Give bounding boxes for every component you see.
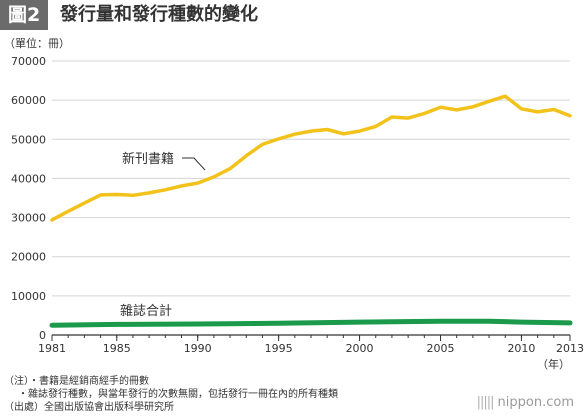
x-tick-label: 1990 <box>184 342 212 355</box>
series-label-magazines: 雜誌合計 <box>120 303 172 319</box>
x-tick: 2000 <box>346 342 374 355</box>
figure-header: 圖2 發行量和發行種數的變化 <box>0 0 584 30</box>
y-tick-label: 30000 <box>11 212 46 225</box>
x-tick: 1995 <box>265 342 293 355</box>
y-tick: 60000 <box>11 94 46 107</box>
series-line-1 <box>49 318 573 328</box>
y-tick-label: 0 <box>39 329 46 342</box>
x-tick: 2013 <box>556 342 584 355</box>
grid-lines <box>52 60 570 297</box>
x-tick-label: 1995 <box>265 342 293 355</box>
line-chart: 0 10000 20000 30000 40000 50000 60000 70000 198… <box>11 55 584 371</box>
y-tick-label: 50000 <box>11 133 46 146</box>
note-line: （注）・書籍是經銷商經手的冊數 <box>4 376 149 387</box>
x-tick: 2005 <box>427 342 455 355</box>
y-tick-label: 60000 <box>11 94 46 107</box>
y-axis: 0 10000 20000 30000 40000 50000 60000 70000 <box>11 55 46 342</box>
figure-title: 發行量和發行種數的變化 <box>60 4 258 25</box>
y-tick-label: 20000 <box>11 251 46 264</box>
source-line: （出處）全國出版協會出版科學研究所 <box>4 402 174 413</box>
x-tick-label: 1981 <box>38 342 66 355</box>
x-tick-label: 1985 <box>103 342 131 355</box>
x-tick: 1981 <box>38 342 66 355</box>
y-tick: 40000 <box>11 172 46 185</box>
y-tick: 20000 <box>11 251 46 264</box>
nippon-logo-icon: ||||| <box>476 395 495 410</box>
note-line: ・雜誌發行種數，與當年發行的次數無關，包括發行一冊在內的所有種類 <box>18 389 338 400</box>
series-label-books: 新刊書籍 <box>122 151 174 167</box>
x-tick-label: 2013 <box>556 342 584 355</box>
y-tick: 30000 <box>11 212 46 225</box>
y-tick: 70000 <box>11 55 46 68</box>
y-tick: 50000 <box>11 133 46 146</box>
y-tick-label: 40000 <box>11 172 46 185</box>
x-tick-label: 2000 <box>346 342 374 355</box>
series-line-0 <box>50 94 572 222</box>
x-axis-unit-label: （年） <box>537 357 570 371</box>
series-lines <box>49 94 573 328</box>
y-tick-label: 70000 <box>11 55 46 68</box>
brand-name: nippon.com <box>497 395 574 410</box>
x-tick-label: 2005 <box>427 342 455 355</box>
y-axis-unit-label: （單位：冊） <box>4 37 70 50</box>
brand-logo: ||||| nippon.com <box>477 395 574 410</box>
x-tick: 2010 <box>507 342 535 355</box>
x-tick-label: 2010 <box>507 342 535 355</box>
x-tick: 1985 <box>103 342 131 355</box>
y-tick: 0 <box>39 329 46 342</box>
chart-notes: （注）・書籍是經銷商經手的冊數 ・雜誌發行種數，與當年發行的次數無關，包括發行一… <box>4 375 338 414</box>
figure-number-badge: 圖2 <box>0 0 49 30</box>
x-axis: 1981 1985 1990 1995 2000 2005 2010 2013 （年） <box>38 334 584 371</box>
x-unit: （年） <box>537 357 570 371</box>
y-tick-label: 10000 <box>11 290 46 303</box>
series-label-leader <box>182 157 206 171</box>
x-tick: 1990 <box>184 342 212 355</box>
y-tick: 10000 <box>11 290 46 303</box>
